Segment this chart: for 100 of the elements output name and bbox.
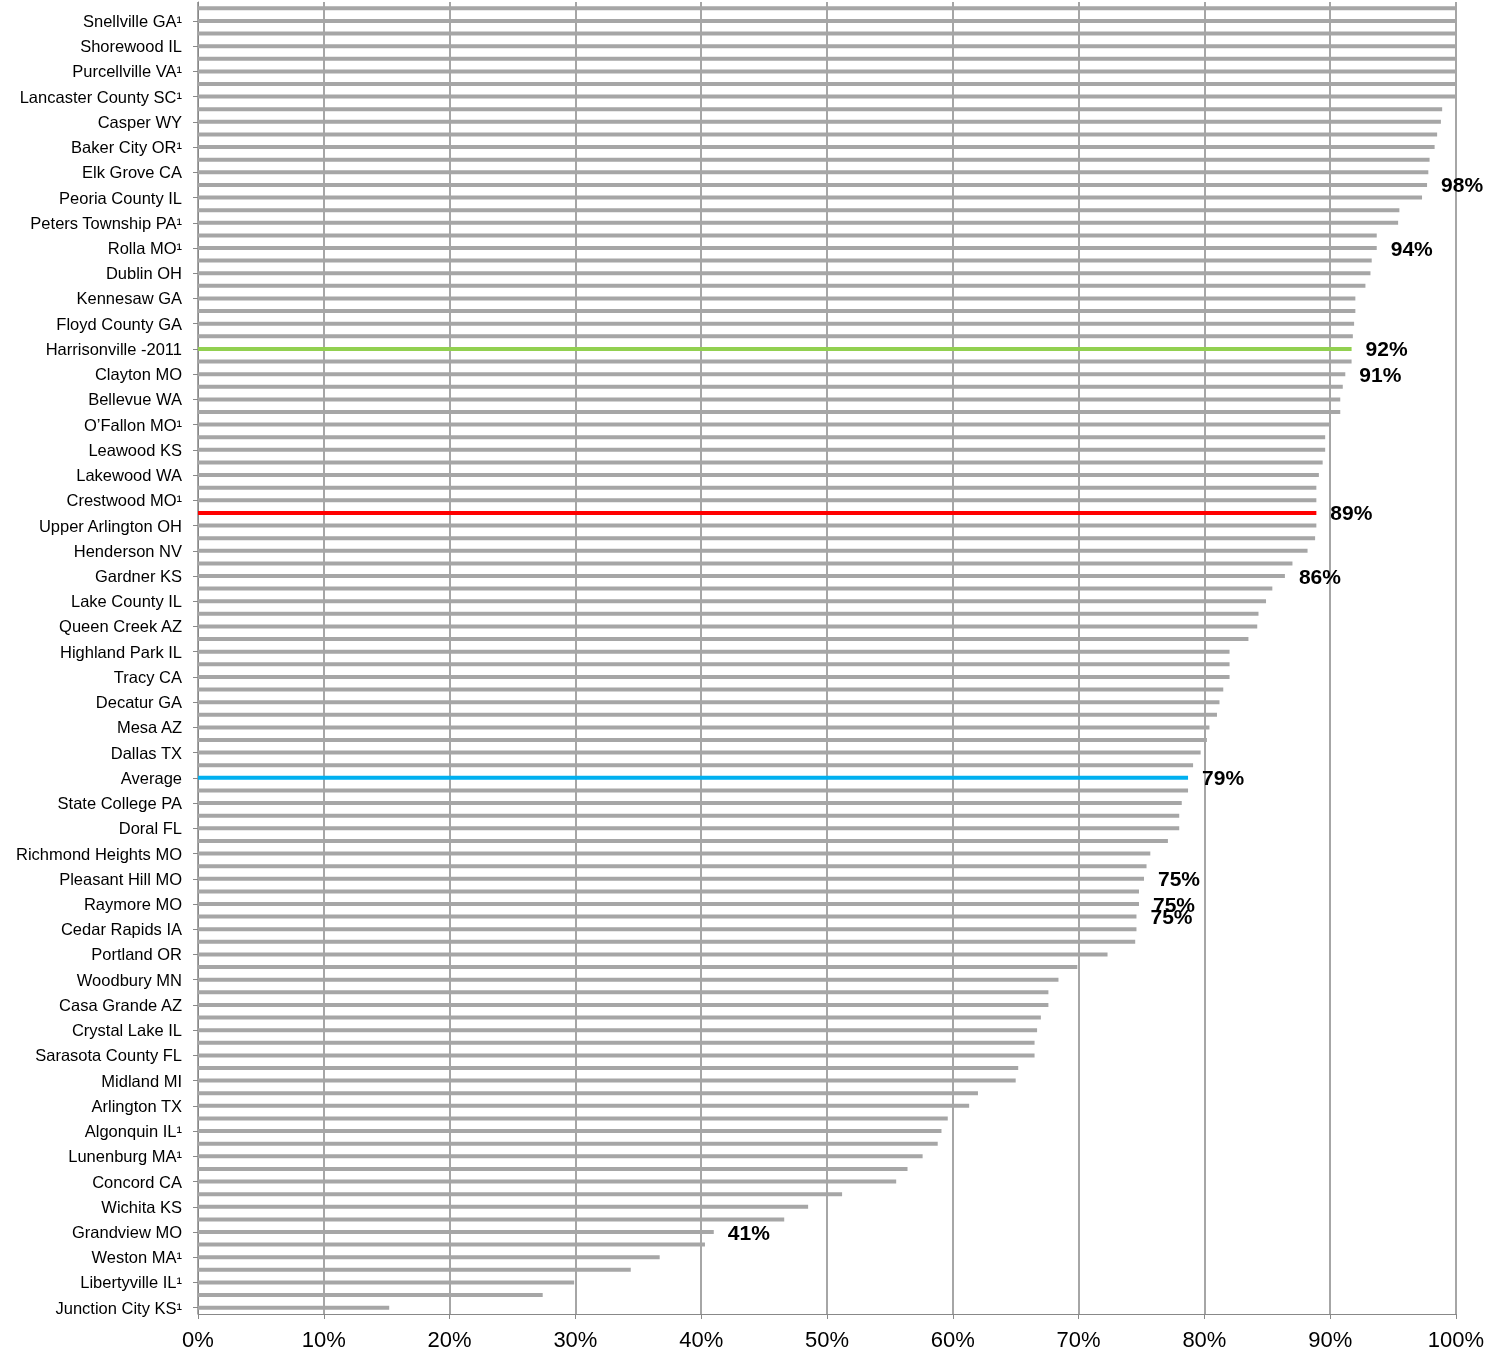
- data-label: 91%: [1359, 362, 1402, 386]
- bar: [198, 1015, 1041, 1020]
- bar: [198, 826, 1180, 831]
- bar: [198, 1230, 714, 1234]
- bar: [198, 611, 1259, 616]
- data-label: 98%: [1441, 173, 1484, 197]
- data-label: 75%: [1158, 867, 1201, 891]
- bar: [198, 435, 1326, 440]
- bar: [198, 246, 1377, 250]
- bar: [198, 271, 1371, 276]
- y-tick-label: Junction City KS¹: [55, 1298, 183, 1317]
- x-tick-label: 30%: [553, 1326, 598, 1352]
- y-tick-label: Cedar Rapids IA: [60, 920, 182, 939]
- x-tick-label: 80%: [1182, 1326, 1227, 1352]
- bar: [198, 1204, 809, 1209]
- bar: [198, 750, 1201, 755]
- x-tick-label: 50%: [804, 1326, 850, 1352]
- y-tick-label: Average: [120, 768, 182, 787]
- bar: [198, 485, 1317, 490]
- bar: [198, 586, 1273, 591]
- y-tick-label: Leawood KS: [88, 440, 182, 459]
- bar: [198, 1103, 970, 1108]
- bar: [198, 712, 1217, 717]
- bar: [198, 1053, 1035, 1058]
- bar: [198, 561, 1293, 566]
- y-tick-label: Harrisonville -2011: [45, 339, 182, 358]
- y-tick-label: Decatur GA: [95, 693, 182, 712]
- bar: [198, 1141, 938, 1146]
- bar: [198, 788, 1189, 793]
- bar: [198, 69, 1456, 74]
- bar: [198, 889, 1139, 894]
- bar: [198, 145, 1435, 150]
- y-tick-label: Highland Park IL: [60, 642, 182, 661]
- y-tick-label: Tracy CA: [113, 667, 182, 686]
- y-tick-label: Lakewood WA: [76, 466, 182, 485]
- bar: [198, 397, 1341, 402]
- bar: [198, 536, 1316, 541]
- bar: [198, 1267, 631, 1272]
- bar: [198, 18, 1456, 23]
- y-tick-label: Lunenburg MA¹: [68, 1147, 183, 1166]
- data-label: 89%: [1330, 501, 1373, 525]
- y-tick-label: Kennesaw GA: [76, 289, 182, 308]
- data-label: 79%: [1202, 766, 1245, 790]
- y-tick-label: Crestwood MO¹: [66, 491, 183, 510]
- bar: [198, 763, 1194, 768]
- bar: [198, 498, 1317, 503]
- bar: [198, 977, 1059, 982]
- bar: [198, 119, 1441, 124]
- bar: [198, 82, 1456, 86]
- bar: [198, 674, 1230, 679]
- bar: [198, 460, 1323, 465]
- bar: [198, 1242, 705, 1247]
- y-tick-label: Queen Creek AZ: [59, 617, 182, 636]
- y-tick-label: Purcellville VA¹: [72, 62, 183, 81]
- bar: [198, 1078, 1016, 1083]
- bar: [198, 208, 1400, 213]
- bar: [198, 56, 1456, 61]
- bar: [198, 1255, 660, 1260]
- y-tick-label: Clayton MO: [94, 365, 183, 384]
- data-label: 86%: [1298, 564, 1342, 588]
- y-tick-label: Floyd County GA: [56, 314, 182, 333]
- data-label: 94%: [1390, 236, 1434, 260]
- bar: [198, 1305, 390, 1310]
- y-tick-label: Casper WY: [97, 112, 182, 131]
- bar: [198, 220, 1399, 225]
- data-label: 41%: [727, 1220, 771, 1244]
- bar: [198, 334, 1353, 339]
- bar: [198, 939, 1136, 944]
- bar: [198, 876, 1145, 881]
- bar: [198, 182, 1428, 187]
- y-tick-label: Casa Grande AZ: [59, 995, 182, 1014]
- y-tick-label: Concord CA: [92, 1172, 182, 1191]
- bar: [198, 447, 1326, 452]
- bar: [198, 94, 1456, 99]
- bar: [198, 1129, 942, 1134]
- bar: [198, 384, 1343, 389]
- bar: [198, 574, 1285, 578]
- bar: [198, 1217, 785, 1222]
- bar: [198, 1116, 948, 1121]
- bar: [198, 1002, 1049, 1007]
- bar: [198, 296, 1356, 301]
- bar: [198, 624, 1258, 629]
- bar: [198, 838, 1168, 843]
- bar: [198, 864, 1147, 869]
- bar: [198, 662, 1230, 667]
- bar: [198, 1166, 908, 1171]
- bar: [198, 599, 1267, 604]
- bar: [198, 422, 1331, 427]
- x-tick-label: 10%: [301, 1326, 346, 1352]
- bar: [198, 157, 1430, 162]
- bar: [198, 1028, 1038, 1033]
- bar: [198, 473, 1319, 478]
- y-tick-label: State College PA: [57, 794, 182, 813]
- bar: [198, 990, 1049, 995]
- bar: [198, 170, 1429, 175]
- y-tick-label: Richmond Heights MO: [16, 844, 183, 863]
- y-tick-label: Shorewood IL: [80, 37, 182, 56]
- bar: [198, 700, 1220, 705]
- y-tick-label: Crystal Lake IL: [71, 1021, 182, 1040]
- bar: [198, 1179, 897, 1184]
